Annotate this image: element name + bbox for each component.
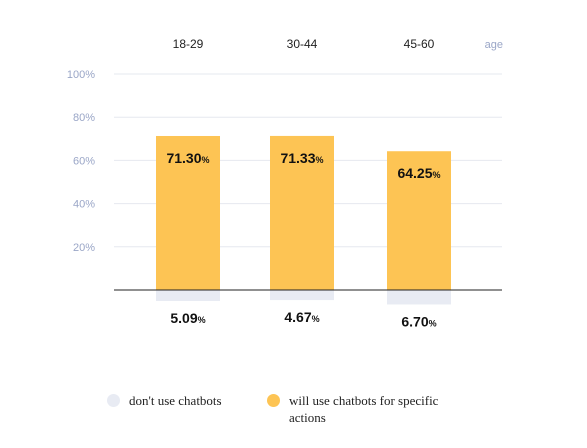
- value-label-dont-use-18-29: 5.09%: [170, 310, 205, 326]
- bar-will-use-45-60: [387, 151, 451, 290]
- category-label-45-60: 45-60: [404, 37, 435, 51]
- x-axis-title: age: [485, 39, 503, 51]
- y-tick-label-40: 40%: [73, 199, 95, 211]
- value-label-dont-use-45-60: 6.70%: [401, 313, 436, 329]
- y-tick-label-20: 20%: [73, 242, 95, 254]
- bar-dont-use-45-60: [387, 290, 451, 305]
- category-label-30-44: 30-44: [287, 37, 318, 51]
- legend-swatch-dont-use: [107, 394, 120, 407]
- legend-item-will-use: will use chatbots for specific actions: [267, 392, 457, 426]
- bar-dont-use-30-44: [270, 290, 334, 301]
- value-label-will-use-30-44: 71.33%: [280, 150, 323, 166]
- value-label-dont-use-30-44: 4.67%: [284, 309, 319, 325]
- value-label-will-use-18-29: 71.30%: [166, 150, 209, 166]
- bar-dont-use-18-29: [156, 290, 220, 301]
- legend-item-dont-use: don't use chatbots: [107, 392, 267, 409]
- y-tick-label-80: 80%: [73, 112, 95, 124]
- value-label-will-use-45-60: 64.25%: [397, 165, 440, 181]
- legend-swatch-will-use: [267, 394, 280, 407]
- y-tick-label-100: 100%: [67, 69, 95, 81]
- y-tick-label-60: 60%: [73, 155, 95, 167]
- bar-will-use-30-44: [270, 135, 334, 290]
- legend-label-dont-use: don't use chatbots: [129, 393, 222, 408]
- chart-legend: don't use chatbots will use chatbots for…: [107, 392, 457, 426]
- category-label-18-29: 18-29: [173, 37, 204, 51]
- bar-will-use-18-29: [156, 135, 220, 290]
- legend-label-will-use: will use chatbots for specific actions: [289, 393, 439, 425]
